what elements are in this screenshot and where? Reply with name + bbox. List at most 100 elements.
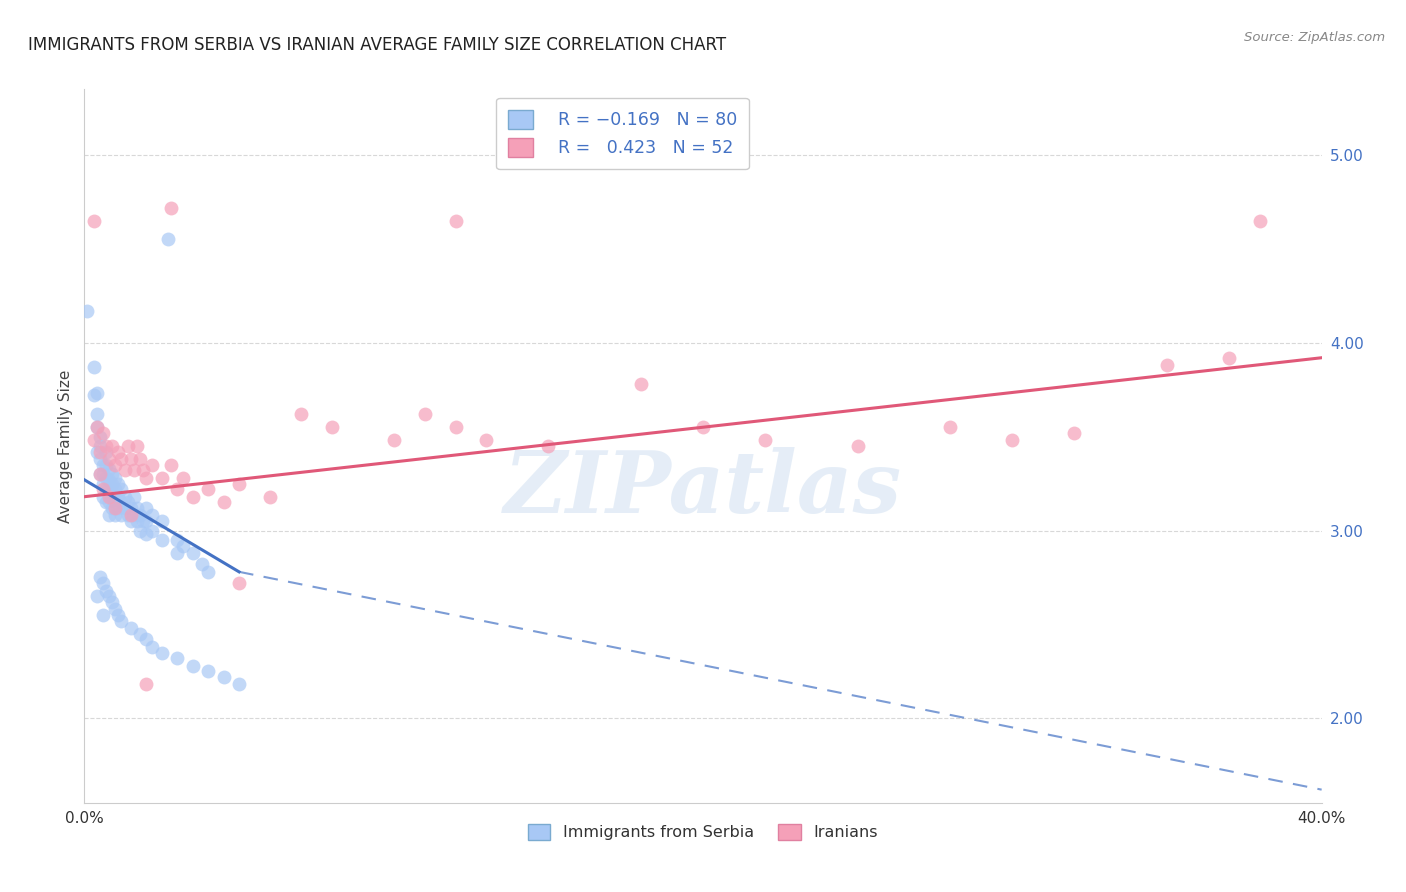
Point	[98, 589, 121, 603]
Point	[846, 439, 869, 453]
Point	[141, 508, 163, 523]
Point	[181, 546, 204, 560]
Point	[110, 614, 132, 628]
Point	[172, 539, 194, 553]
Point	[110, 508, 132, 523]
Point	[83, 388, 105, 402]
Point	[212, 495, 235, 509]
Point	[382, 434, 405, 448]
Point	[129, 508, 152, 523]
Point	[107, 490, 129, 504]
Point	[132, 463, 155, 477]
Point	[110, 495, 132, 509]
Point	[120, 621, 142, 635]
Point	[135, 677, 157, 691]
Point	[101, 490, 124, 504]
Point	[101, 476, 124, 491]
Point	[107, 500, 129, 515]
Text: ZIPatlas: ZIPatlas	[503, 447, 903, 531]
Point	[98, 452, 121, 467]
Point	[94, 439, 117, 453]
Point	[129, 524, 152, 538]
Point	[537, 439, 560, 453]
Point	[91, 425, 114, 440]
Legend: Immigrants from Serbia, Iranians: Immigrants from Serbia, Iranians	[520, 816, 886, 848]
Point	[89, 444, 111, 458]
Point	[1001, 434, 1024, 448]
Point	[91, 476, 114, 491]
Point	[939, 420, 962, 434]
Point	[83, 213, 105, 227]
Point	[104, 500, 127, 515]
Point	[120, 508, 142, 523]
Point	[101, 595, 124, 609]
Point	[135, 632, 157, 647]
Point	[117, 439, 139, 453]
Point	[83, 434, 105, 448]
Point	[91, 576, 114, 591]
Point	[166, 651, 188, 665]
Point	[321, 420, 343, 434]
Point	[141, 524, 163, 538]
Point	[166, 546, 188, 560]
Point	[754, 434, 776, 448]
Point	[141, 640, 163, 654]
Point	[135, 500, 157, 515]
Point	[181, 490, 204, 504]
Point	[101, 500, 124, 515]
Point	[94, 471, 117, 485]
Point	[101, 467, 124, 482]
Point	[1218, 351, 1240, 365]
Point	[117, 508, 139, 523]
Point	[135, 514, 157, 528]
Point	[104, 471, 127, 485]
Point	[89, 429, 111, 443]
Point	[122, 463, 145, 477]
Point	[86, 589, 108, 603]
Point	[89, 467, 111, 482]
Point	[125, 514, 148, 528]
Point	[98, 461, 121, 475]
Point	[89, 570, 111, 584]
Point	[98, 473, 121, 487]
Point	[114, 463, 136, 477]
Point	[86, 444, 108, 458]
Point	[98, 508, 121, 523]
Point	[166, 482, 188, 496]
Point	[91, 607, 114, 622]
Point	[125, 500, 148, 515]
Text: IMMIGRANTS FROM SERBIA VS IRANIAN AVERAGE FAMILY SIZE CORRELATION CHART: IMMIGRANTS FROM SERBIA VS IRANIAN AVERAG…	[28, 36, 727, 54]
Point	[166, 533, 188, 547]
Point	[89, 467, 111, 482]
Point	[132, 514, 155, 528]
Point	[141, 458, 163, 472]
Point	[197, 565, 219, 579]
Point	[104, 458, 127, 472]
Point	[197, 482, 219, 496]
Point	[129, 627, 152, 641]
Point	[101, 439, 124, 453]
Point	[1156, 358, 1178, 372]
Point	[76, 303, 98, 318]
Point	[630, 377, 652, 392]
Point	[98, 482, 121, 496]
Point	[91, 482, 114, 496]
Point	[110, 452, 132, 467]
Point	[212, 670, 235, 684]
Point	[197, 665, 219, 679]
Point	[413, 407, 436, 421]
Point	[107, 444, 129, 458]
Point	[1249, 213, 1271, 227]
Point	[444, 213, 467, 227]
Point	[160, 201, 183, 215]
Point	[104, 495, 127, 509]
Point	[104, 602, 127, 616]
Text: Source: ZipAtlas.com: Source: ZipAtlas.com	[1244, 31, 1385, 45]
Point	[104, 508, 127, 523]
Point	[122, 508, 145, 523]
Point	[120, 500, 142, 515]
Point	[107, 607, 129, 622]
Point	[156, 232, 179, 246]
Point	[125, 439, 148, 453]
Point	[110, 482, 132, 496]
